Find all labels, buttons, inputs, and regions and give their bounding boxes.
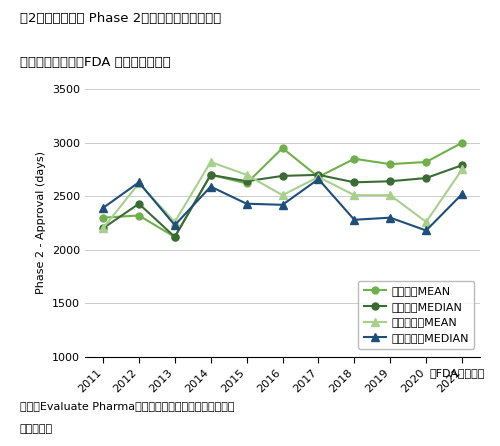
全分子、MEDIAN (100, 226, 106, 231)
全分子、MEAN (172, 234, 178, 240)
新規モダ、MEDIAN (316, 177, 322, 182)
全分子、MEAN (387, 161, 393, 167)
全分子、MEDIAN (316, 172, 322, 178)
全分子、MEAN (208, 172, 214, 178)
新規モダ、MEAN (280, 193, 285, 198)
新規モダ、MEAN (244, 172, 250, 178)
Text: 出所：Evaluate Pharmaをもとに医薬産業政策研究所にて: 出所：Evaluate Pharmaをもとに医薬産業政策研究所にて (20, 401, 234, 411)
全分子、MEDIAN (136, 201, 142, 206)
Text: した期間　（FDA での承認年毎）: した期間 （FDA での承認年毎） (20, 56, 171, 69)
新規モダ、MEAN (136, 181, 142, 186)
Legend: 全分子、MEAN, 全分子、MEDIAN, 新規モダ、MEAN, 新規モダ、MEDIAN: 全分子、MEAN, 全分子、MEDIAN, 新規モダ、MEAN, 新規モダ、ME… (358, 281, 474, 349)
新規モダ、MEDIAN (459, 191, 465, 197)
全分子、MEAN (352, 156, 358, 161)
全分子、MEDIAN (387, 178, 393, 184)
全分子、MEDIAN (244, 178, 250, 184)
全分子、MEDIAN (280, 173, 285, 178)
新規モダ、MEAN (316, 174, 322, 180)
新規モダ、MEDIAN (352, 217, 358, 223)
新規モダ、MEDIAN (244, 201, 250, 206)
新規モダ、MEAN (172, 219, 178, 225)
Line: 全分子、MEDIAN: 全分子、MEDIAN (100, 162, 466, 240)
Text: 図2　各開発品が Phase 2開始から承認までに要: 図2 各開発品が Phase 2開始から承認までに要 (20, 12, 221, 25)
新規モダ、MEDIAN (387, 215, 393, 220)
Y-axis label: Phase 2 - Approval (days): Phase 2 - Approval (days) (36, 152, 46, 294)
全分子、MEDIAN (172, 234, 178, 240)
新規モダ、MEAN (352, 193, 358, 198)
Text: （FDA承認年）: （FDA承認年） (430, 368, 485, 378)
新規モダ、MEAN (423, 219, 429, 225)
新規モダ、MEDIAN (280, 202, 285, 207)
新規モダ、MEDIAN (100, 205, 106, 211)
全分子、MEAN (423, 159, 429, 165)
Line: 全分子、MEAN: 全分子、MEAN (100, 139, 466, 240)
Text: 作成: 作成 (20, 424, 53, 434)
Line: 新規モダ、MEDIAN: 新規モダ、MEDIAN (99, 175, 466, 235)
全分子、MEAN (459, 140, 465, 145)
全分子、MEDIAN (459, 162, 465, 168)
全分子、MEAN (100, 215, 106, 220)
全分子、MEDIAN (423, 175, 429, 181)
Line: 新規モダ、MEAN: 新規モダ、MEAN (99, 158, 466, 232)
新規モダ、MEAN (100, 226, 106, 231)
新規モダ、MEDIAN (208, 184, 214, 189)
全分子、MEAN (280, 145, 285, 151)
新規モダ、MEDIAN (136, 180, 142, 185)
新規モダ、MEAN (387, 193, 393, 198)
新規モダ、MEDIAN (172, 223, 178, 228)
新規モダ、MEDIAN (423, 228, 429, 233)
全分子、MEAN (136, 213, 142, 218)
全分子、MEAN (244, 181, 250, 186)
新規モダ、MEAN (208, 159, 214, 165)
全分子、MEDIAN (208, 172, 214, 178)
全分子、MEAN (316, 174, 322, 180)
新規モダ、MEAN (459, 167, 465, 172)
全分子、MEDIAN (352, 180, 358, 185)
